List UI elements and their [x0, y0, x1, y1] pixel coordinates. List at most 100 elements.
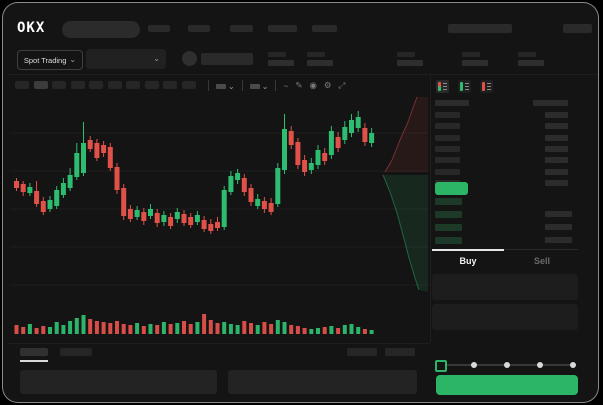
slider-dot[interactable] — [471, 362, 477, 368]
bid-price-placeholder[interactable] — [435, 224, 462, 231]
divider — [208, 80, 209, 91]
stat-label-placeholder — [462, 52, 480, 57]
stat-value-placeholder — [518, 60, 544, 66]
ask-price-placeholder[interactable] — [435, 145, 460, 152]
interval-tab-placeholder[interactable] — [181, 81, 196, 89]
bid-size-placeholder — [545, 224, 572, 230]
divider — [432, 249, 578, 250]
price-input[interactable] — [432, 274, 578, 300]
ask-price-placeholder[interactable] — [435, 123, 460, 130]
icon-line — [465, 83, 469, 84]
tab-buy[interactable]: Buy — [459, 256, 477, 266]
ask-price-placeholder[interactable] — [435, 112, 460, 118]
slider-dot[interactable] — [570, 362, 576, 368]
okx-logo: OKX — [17, 20, 46, 36]
market-type-selector[interactable]: Spot Trading ⌄ — [17, 50, 83, 70]
icon-line — [465, 89, 469, 90]
bottom-tab-placeholder[interactable] — [20, 348, 48, 356]
bottom-action-placeholder[interactable] — [385, 348, 415, 356]
nav-item-placeholder[interactable] — [148, 25, 170, 32]
ask-price-placeholder[interactable] — [435, 157, 460, 164]
interval-tab-placeholder[interactable] — [52, 81, 66, 89]
ask-size-placeholder — [545, 168, 568, 175]
slider-dot[interactable] — [435, 360, 447, 372]
divider — [430, 75, 431, 343]
nav-item-placeholder[interactable] — [230, 25, 253, 32]
ask-size-placeholder — [545, 123, 568, 130]
bottom-panel-placeholder — [20, 370, 217, 394]
stat-label-placeholder — [307, 52, 325, 57]
interval-tab-placeholder[interactable] — [70, 81, 85, 89]
chart-type-dropdown[interactable]: ⌄ — [249, 81, 268, 91]
icon-strip — [438, 82, 441, 91]
last-price-badge[interactable] — [435, 182, 468, 195]
orderbook-view-combined-book-icon[interactable] — [436, 80, 449, 93]
search-input[interactable] — [62, 21, 140, 38]
fullscreen-icon[interactable]: ⤢ — [338, 80, 346, 90]
nav-item-placeholder[interactable] — [268, 25, 297, 32]
ask-price-placeholder[interactable] — [435, 168, 460, 175]
bid-price-placeholder[interactable] — [435, 211, 462, 218]
bottom-tab-placeholder[interactable] — [60, 348, 92, 356]
nav-item-placeholder[interactable] — [312, 25, 337, 32]
ask-size-placeholder — [545, 112, 568, 118]
pair-selector-dropdown[interactable]: ⌄ — [86, 49, 166, 69]
divider — [275, 80, 277, 91]
stat-label-placeholder — [518, 52, 536, 57]
interval-tab-placeholder[interactable] — [107, 81, 122, 89]
slider-dot[interactable] — [504, 362, 510, 368]
orderbook-col-header — [533, 100, 568, 106]
buy-button[interactable] — [436, 375, 578, 395]
interval-tab-placeholder[interactable] — [126, 81, 140, 89]
draw-pencil-icon[interactable]: ✎ — [295, 80, 303, 90]
nav-action-placeholder[interactable] — [448, 24, 512, 33]
orderbook-view-asks-only-icon[interactable] — [480, 80, 493, 93]
slider-dot[interactable] — [537, 362, 543, 368]
ask-price-placeholder[interactable] — [435, 134, 460, 141]
icon-line — [465, 86, 469, 87]
coin-icon — [182, 51, 197, 66]
chevron-down-icon: ⌄ — [153, 54, 160, 63]
tab-sell[interactable]: Sell — [533, 256, 550, 266]
icon-line — [443, 86, 447, 87]
nav-item-placeholder[interactable] — [188, 25, 210, 32]
icon-line — [487, 89, 491, 90]
settings-gear-icon[interactable]: ⚙ — [323, 80, 332, 90]
nav-action-placeholder[interactable] — [563, 24, 592, 33]
bottom-panel-placeholder — [228, 370, 417, 394]
ask-size-placeholder — [545, 179, 568, 186]
active-tab-underline — [20, 360, 48, 362]
pair-name-placeholder — [201, 53, 253, 65]
chevron-down-icon: ⌄ — [69, 55, 77, 64]
ask-size-placeholder — [545, 157, 568, 164]
interval-tab-placeholder[interactable] — [163, 81, 177, 89]
icon-line — [487, 83, 491, 84]
stat-label-placeholder — [397, 52, 415, 57]
orderbook-col-header — [435, 100, 469, 106]
indicator-icon[interactable]: ~ — [283, 80, 289, 91]
interval-dropdown[interactable]: ⌄ — [216, 81, 235, 91]
stat-value-placeholder — [268, 60, 294, 66]
interval-tab-placeholder[interactable] — [33, 81, 48, 89]
interval-tab-placeholder[interactable] — [15, 81, 29, 89]
amount-input[interactable] — [432, 304, 578, 330]
bottom-action-placeholder[interactable] — [347, 348, 377, 356]
icon-line — [487, 86, 491, 87]
camera-icon[interactable]: ◉ — [309, 80, 317, 90]
bid-size-placeholder — [545, 237, 572, 243]
ask-size-placeholder — [545, 145, 568, 152]
trade-tabs: Buy Sell — [432, 249, 578, 275]
candlestick-chart[interactable] — [8, 95, 430, 344]
bid-price-placeholder[interactable] — [435, 198, 462, 205]
ask-size-placeholder — [545, 134, 568, 141]
bid-price-placeholder[interactable] — [435, 237, 462, 244]
interval-tab-placeholder[interactable] — [144, 81, 159, 89]
interval-tab-placeholder[interactable] — [89, 81, 103, 89]
divider — [241, 80, 243, 91]
stat-label-placeholder — [268, 52, 286, 57]
orderbook-view-bids-only-icon[interactable] — [458, 80, 471, 93]
stat-value-placeholder — [462, 60, 488, 66]
active-tab-indicator — [432, 249, 504, 251]
stat-value-placeholder — [397, 60, 423, 66]
